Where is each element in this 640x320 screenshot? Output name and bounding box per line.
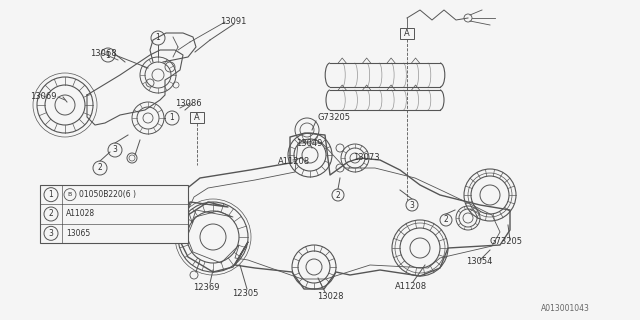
Text: 01050B220(6 ): 01050B220(6 ) bbox=[79, 190, 136, 199]
Text: 2: 2 bbox=[98, 164, 102, 172]
Text: 13086: 13086 bbox=[175, 99, 202, 108]
Text: A11208: A11208 bbox=[278, 157, 310, 166]
Text: 13065: 13065 bbox=[66, 229, 90, 238]
Text: 13049: 13049 bbox=[296, 139, 323, 148]
Text: 3: 3 bbox=[410, 201, 415, 210]
Text: 1: 1 bbox=[106, 51, 110, 60]
Text: 3: 3 bbox=[49, 229, 53, 238]
Text: G73205: G73205 bbox=[318, 113, 351, 122]
Text: 1: 1 bbox=[156, 34, 161, 43]
Text: 13069: 13069 bbox=[30, 92, 56, 101]
Text: 1: 1 bbox=[49, 190, 53, 199]
Text: 2: 2 bbox=[49, 210, 53, 219]
Text: 2: 2 bbox=[444, 215, 449, 225]
Bar bbox=[190, 112, 204, 123]
Text: A: A bbox=[194, 113, 200, 122]
Text: B: B bbox=[68, 192, 72, 197]
Text: 12369: 12369 bbox=[193, 283, 220, 292]
Text: A11028: A11028 bbox=[66, 210, 95, 219]
Bar bbox=[400, 28, 414, 39]
Text: 13028: 13028 bbox=[317, 292, 344, 301]
Text: 1: 1 bbox=[170, 114, 174, 123]
Text: A: A bbox=[404, 29, 410, 38]
Text: 13073: 13073 bbox=[353, 153, 380, 162]
Bar bbox=[40, 185, 188, 243]
Text: 12305: 12305 bbox=[232, 289, 259, 298]
Text: G73205: G73205 bbox=[490, 237, 523, 246]
Text: 2: 2 bbox=[335, 190, 340, 199]
Text: A11208: A11208 bbox=[395, 282, 427, 291]
Text: 13054: 13054 bbox=[466, 257, 492, 266]
Text: 13068: 13068 bbox=[90, 49, 116, 58]
Text: A013001043: A013001043 bbox=[541, 304, 590, 313]
Text: 3: 3 bbox=[113, 146, 117, 155]
Text: 13091: 13091 bbox=[220, 17, 246, 26]
